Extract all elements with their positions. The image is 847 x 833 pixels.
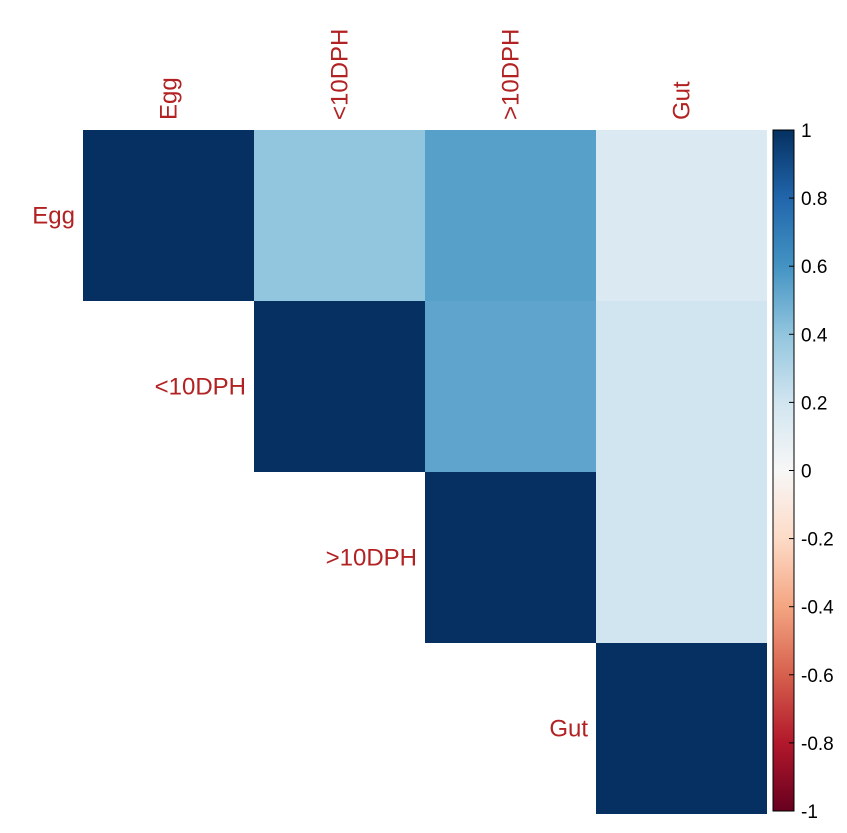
colorbar-tick-label: 0.8 [801, 189, 827, 210]
column-label-gut: Gut [669, 81, 696, 120]
colorbar-tick-label: 0.2 [801, 393, 827, 414]
colorbar-tick-label: -1 [801, 802, 818, 823]
colorbar-ticks: 1 0.8 0.6 0.4 0.2 0 -0.2 -0.4 -0.6 -0.8 -1 [789, 121, 834, 823]
cell-lt-10dph-gut [596, 301, 767, 472]
row-label-egg: Egg [32, 203, 75, 230]
colorbar-tick-label: 0.6 [801, 257, 827, 278]
cell-gt-10dph-gt-10dph [425, 472, 596, 643]
heatmap-cells [83, 130, 767, 814]
cell-lt-10dph-lt-10dph [254, 301, 425, 472]
row-label-gut: Gut [549, 716, 588, 743]
cell-egg-lt-10dph [254, 130, 425, 301]
colorbar-tick-label: -0.6 [801, 666, 834, 687]
column-labels: Egg <10DPH >10DPH Gut [156, 29, 696, 120]
cell-egg-egg [83, 130, 254, 301]
column-label-gt-10dph: >10DPH [498, 29, 525, 120]
row-label-lt-10dph: <10DPH [155, 374, 246, 401]
cell-gut-gut [596, 643, 767, 814]
cell-egg-gt-10dph [425, 130, 596, 301]
cell-egg-gut [596, 130, 767, 301]
colorbar-tick-label: -0.4 [801, 598, 834, 619]
colorbar-tick-label: -0.8 [801, 734, 834, 755]
colorbar-tick-label: 1 [801, 121, 812, 142]
row-label-gt-10dph: >10DPH [326, 545, 417, 572]
row-labels: Egg <10DPH >10DPH Gut [32, 203, 588, 743]
cell-lt-10dph-gt-10dph [425, 301, 596, 472]
column-label-lt-10dph: <10DPH [327, 29, 354, 120]
colorbar-tick-label: 0 [801, 462, 812, 483]
colorbar-tick-label: 0.4 [801, 325, 828, 346]
colorbar-tick-label: -0.2 [801, 530, 834, 551]
column-label-egg: Egg [156, 77, 183, 120]
cell-gt-10dph-gut [596, 472, 767, 643]
